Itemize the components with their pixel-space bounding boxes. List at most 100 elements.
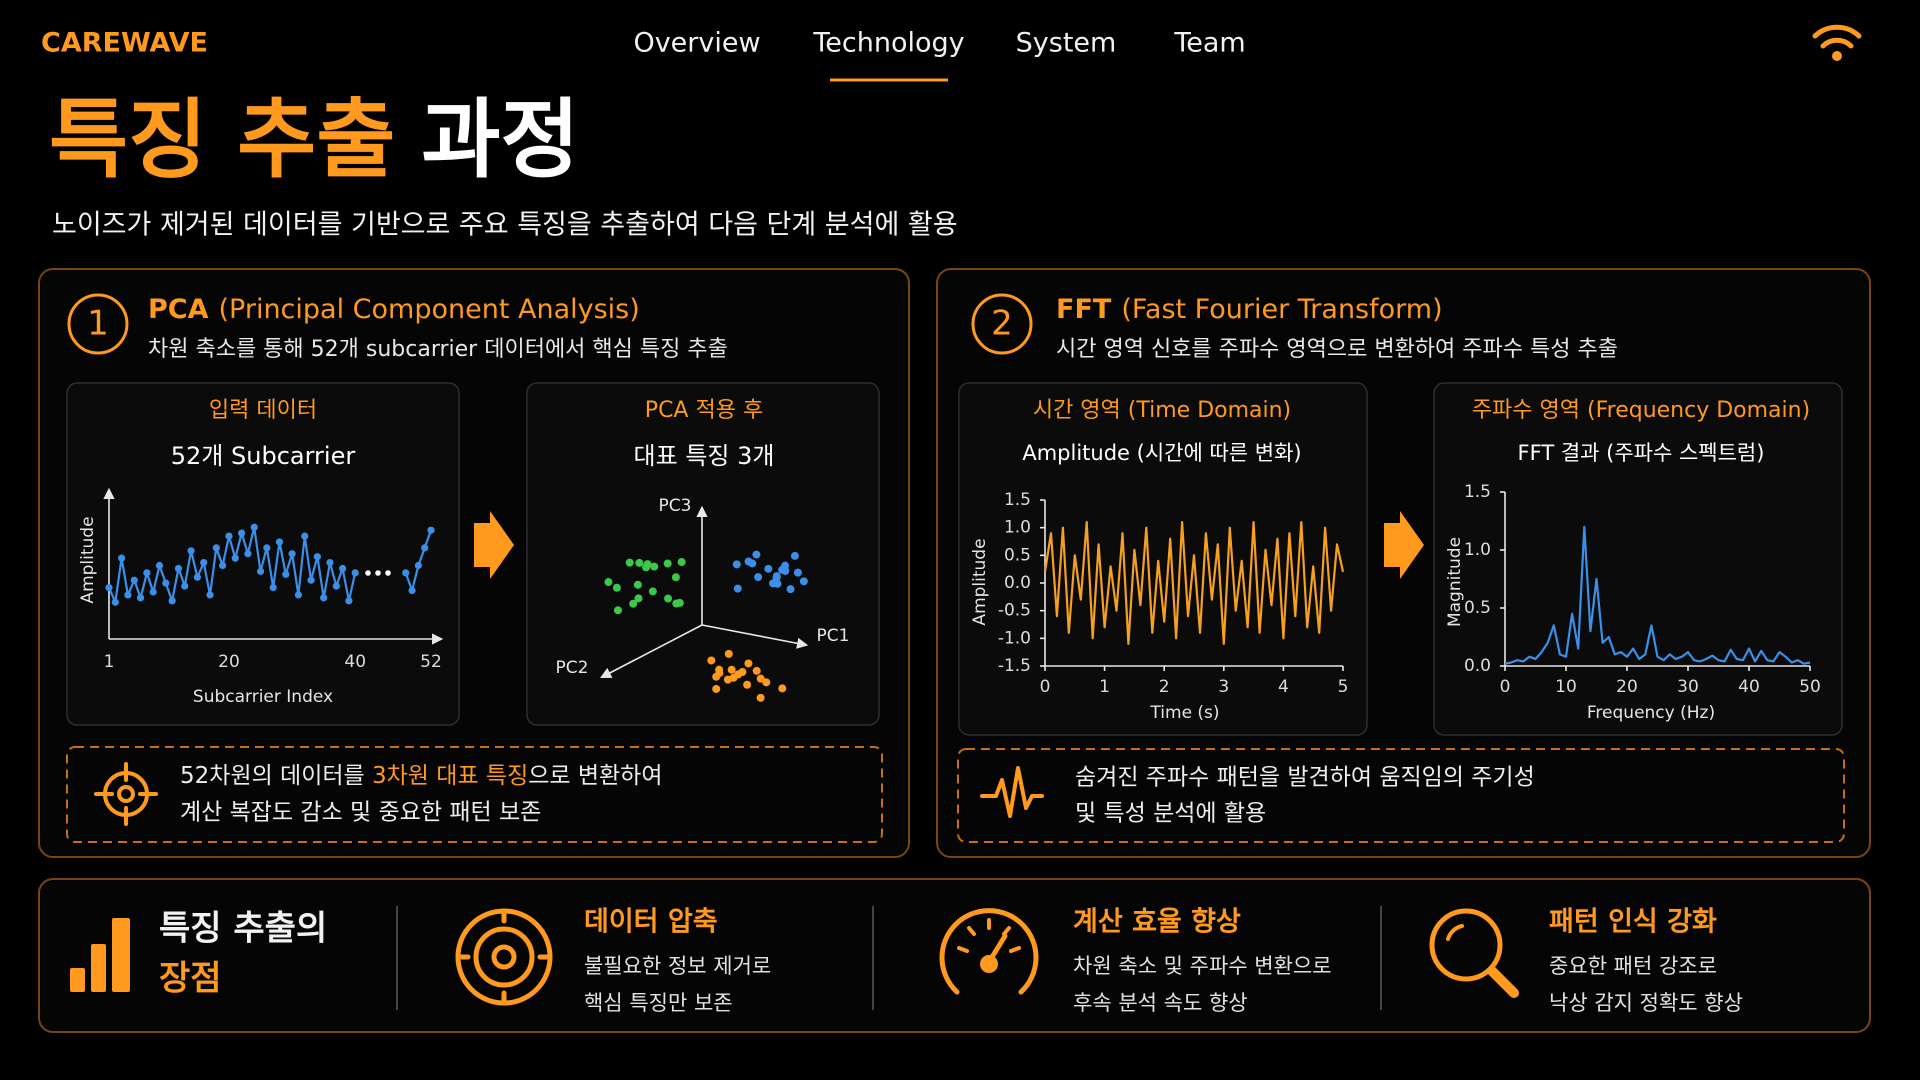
y-tick-label: 0.0 — [1004, 573, 1031, 593]
advantage-text: 후속 분석 속도 향상 — [1073, 991, 1248, 1015]
cluster-point — [612, 583, 621, 592]
cluster-point — [743, 680, 752, 689]
data-point — [136, 594, 145, 602]
pc3-label: PC3 — [659, 496, 692, 516]
time-box — [958, 382, 1368, 736]
data-point — [263, 544, 271, 552]
cluster-point — [648, 587, 657, 596]
cluster-point — [752, 666, 761, 675]
cluster-point — [744, 557, 753, 566]
cluster-point — [671, 573, 680, 582]
wifi-icon — [1812, 24, 1862, 61]
flow-arrow — [474, 511, 514, 579]
x-tick-label: 1 — [1099, 677, 1110, 697]
data-point — [162, 579, 170, 587]
box-subheading: Amplitude (시간에 따른 변화) — [1022, 441, 1301, 465]
cluster-point — [712, 684, 721, 693]
note-text: 으로 변환하여 — [528, 763, 662, 789]
cluster-point — [634, 594, 643, 603]
data-point — [244, 550, 252, 558]
data-point — [149, 588, 157, 596]
bar-icon — [70, 918, 130, 992]
y-tick-label: 1.0 — [1004, 518, 1031, 538]
x-tick-label: 2 — [1159, 677, 1170, 697]
badge-number: 1 — [87, 304, 109, 344]
cluster-point — [629, 599, 638, 608]
nav-item[interactable]: Team — [1173, 28, 1245, 59]
x-tick-label: 30 — [1677, 677, 1699, 697]
data-point — [288, 550, 296, 558]
nav-item[interactable]: Overview — [633, 28, 760, 59]
cluster-point — [727, 665, 736, 674]
cluster-point — [677, 558, 686, 567]
panel-description: 차원 축소를 통해 52개 subcarrier 데이터에서 핵심 특징 추출 — [148, 337, 728, 362]
y-tick-label: 0.0 — [1464, 656, 1491, 676]
cluster-point — [723, 675, 732, 684]
data-line — [1043, 521, 1345, 645]
data-point — [427, 526, 435, 534]
data-point — [118, 554, 126, 562]
cluster-point — [664, 594, 673, 603]
cluster-point — [625, 558, 634, 567]
advantage-text: 차원 축소 및 주파수 변환으로 — [1073, 954, 1332, 978]
advantage-text: 핵심 특징만 보존 — [584, 991, 733, 1015]
data-point — [168, 597, 176, 605]
data-point — [105, 583, 113, 592]
advantage-title: 계산 효율 향상 — [1073, 907, 1241, 938]
cluster-point — [724, 649, 733, 658]
subtitle: 노이즈가 제거된 데이터를 기반으로 주요 특징을 추출하여 다음 단계 분석에… — [52, 210, 958, 241]
advantages-heading: 장점 — [159, 959, 222, 999]
advantage-text: 불필요한 정보 제거로 — [584, 954, 771, 978]
cluster-point — [786, 585, 795, 594]
nav-item[interactable]: System — [1016, 28, 1117, 59]
badge — [971, 293, 1033, 355]
note-box — [957, 748, 1845, 843]
data-point — [294, 591, 303, 599]
badge-number: 2 — [991, 304, 1013, 344]
data-point — [124, 591, 132, 599]
y-tick-label: 1.0 — [1464, 540, 1491, 560]
cluster-point — [756, 674, 765, 683]
advantages-panel — [38, 878, 1871, 1033]
cluster-point — [744, 659, 753, 668]
data-point — [130, 576, 138, 584]
advantage-text: 중요한 패턴 강조로 — [1549, 954, 1717, 978]
y-tick-label: -0.5 — [998, 601, 1031, 621]
advantage-title: 패턴 인식 강화 — [1549, 907, 1717, 938]
data-point — [206, 591, 214, 599]
cluster-point — [772, 573, 781, 582]
box-subheading: 52개 Subcarrier — [171, 442, 356, 470]
data-point — [111, 598, 119, 606]
cluster-point — [778, 684, 787, 693]
data-point — [269, 583, 277, 592]
y-tick-label: 0.5 — [1464, 598, 1491, 618]
panel-title: PCA (Principal Component Analysis) — [148, 294, 640, 325]
x-tick-label: 20 — [1616, 677, 1638, 697]
frequency-box — [1433, 382, 1843, 736]
x-tick-label: 5 — [1338, 677, 1349, 697]
page-title: 특징 추출 과정 — [49, 90, 580, 190]
data-point — [237, 529, 246, 537]
pc1-label: PC1 — [817, 626, 850, 646]
data-point — [225, 532, 233, 540]
data-point — [275, 538, 284, 546]
cluster-point — [764, 564, 773, 573]
box-heading: 시간 영역 (Time Domain) — [1033, 398, 1291, 423]
note-line: 숨겨진 주파수 패턴을 발견하여 움직임의 주기성 — [1075, 765, 1535, 791]
cluster-point — [756, 693, 765, 702]
cluster-point — [633, 580, 642, 589]
advantage-title: 데이터 압축 — [584, 907, 718, 938]
data-point — [421, 544, 429, 552]
data-point — [193, 573, 201, 581]
x-axis-label: Subcarrier Index — [193, 687, 333, 707]
brand[interactable]: CAREWAVE — [41, 28, 208, 59]
target-icon — [94, 762, 158, 826]
nav-item[interactable]: Technology — [812, 28, 964, 59]
pc2-label: PC2 — [556, 658, 589, 678]
cluster-point — [734, 670, 743, 679]
x-tick-label: 0 — [1040, 677, 1051, 697]
data-point — [187, 547, 195, 555]
data-point — [326, 558, 334, 567]
data-point — [250, 523, 258, 531]
x-tick-label: 40 — [1738, 677, 1760, 697]
